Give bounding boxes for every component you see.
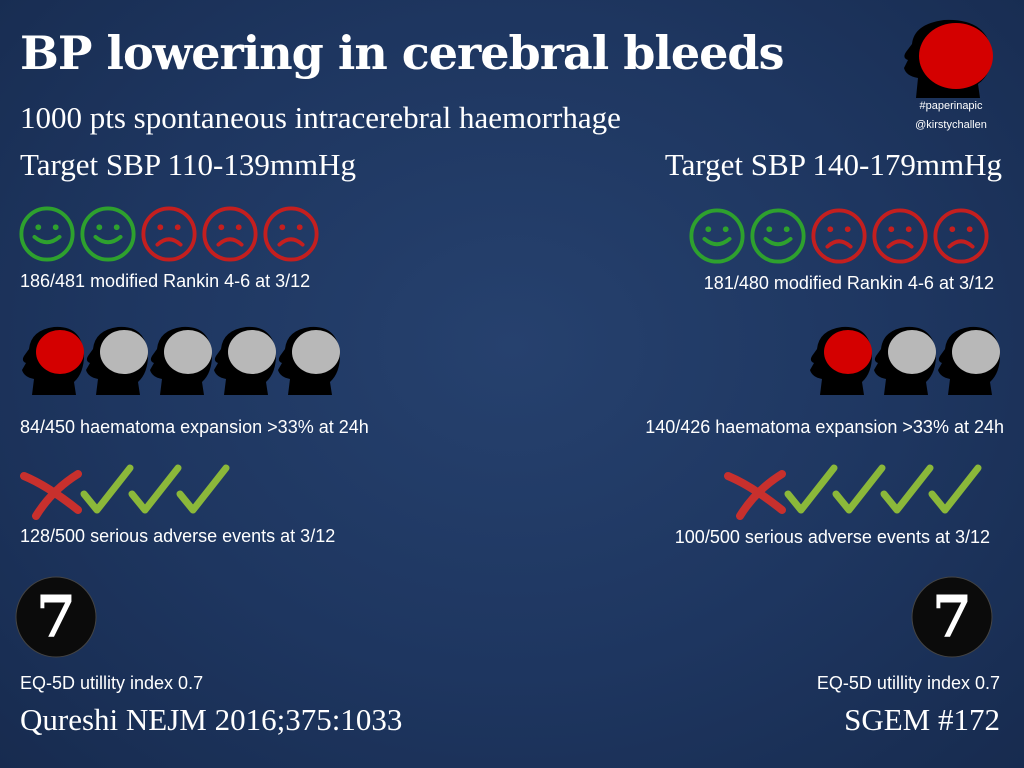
right-haematoma-heads (806, 325, 1000, 400)
cross-mark-icon (18, 460, 84, 527)
left-adverse-stat: 128/500 serious adverse events at 3/12 (20, 526, 336, 546)
right-citation: SGEM #172 (844, 702, 1000, 737)
hashtag-text: #paperinapic (919, 100, 983, 112)
right-eq5d-number: 7 (932, 583, 972, 651)
right-rankin-stat: 181/480 modified Rankin 4-6 at 3/12 (703, 273, 994, 293)
left-haematoma-heads (18, 325, 340, 400)
infographic-title: BP lowering in cerebral bleeds (20, 26, 784, 80)
right-rankin-faces (688, 207, 993, 270)
smiley-face-icon (688, 207, 746, 270)
left-citation: Qureshi NEJM 2016;375:1033 (20, 702, 403, 737)
left-rankin-faces (18, 205, 323, 268)
left-rankin-stat: 186/481 modified Rankin 4-6 at 3/12 (20, 271, 311, 291)
right-adverse-stat: 100/500 serious adverse events at 3/12 (674, 527, 990, 547)
head-red-brain-icon (806, 325, 874, 400)
right-eq5d-stat: EQ-5D utillity index 0.7 (816, 673, 1000, 693)
sad-face-icon (932, 207, 990, 270)
left-adverse-marks (18, 460, 230, 527)
sad-face-icon (871, 207, 929, 270)
study-population: 1000 pts spontaneous intracerebral haemo… (20, 100, 621, 135)
right-adverse-marks (722, 460, 982, 527)
left-eq5d-badge: 7 (14, 575, 98, 659)
smiley-face-icon (79, 205, 137, 268)
sad-face-icon (262, 205, 320, 268)
left-eq5d-stat: EQ-5D utillity index 0.7 (20, 673, 204, 693)
author-handle: @kirstychallen (915, 119, 987, 131)
sad-face-icon (810, 207, 868, 270)
brain-head-logo (896, 18, 1006, 98)
sad-face-icon (140, 205, 198, 268)
check-mark-icon (880, 460, 934, 527)
cross-mark-icon (722, 460, 788, 527)
right-haematoma-stat: 140/426 haematoma expansion >33% at 24h (645, 417, 1004, 437)
right-eq5d-badge: 7 (910, 575, 994, 659)
head-grey-brain-icon (934, 325, 1002, 400)
check-mark-icon (80, 460, 134, 527)
check-mark-icon (128, 460, 182, 527)
check-mark-icon (928, 460, 982, 527)
check-mark-icon (176, 460, 230, 527)
head-grey-brain-icon (210, 325, 278, 400)
check-mark-icon (832, 460, 886, 527)
left-target-sbp: Target SBP 110-139mmHg (20, 147, 356, 182)
check-mark-icon (784, 460, 838, 527)
right-target-sbp: Target SBP 140-179mmHg (664, 147, 1002, 182)
smiley-face-icon (749, 207, 807, 270)
head-grey-brain-icon (870, 325, 938, 400)
sad-face-icon (201, 205, 259, 268)
head-red-brain-icon (18, 325, 86, 400)
smiley-face-icon (18, 205, 76, 268)
left-eq5d-number: 7 (36, 583, 76, 651)
head-grey-brain-icon (82, 325, 150, 400)
left-haematoma-stat: 84/450 haematoma expansion >33% at 24h (20, 417, 369, 437)
head-grey-brain-icon (146, 325, 214, 400)
head-grey-brain-icon (274, 325, 342, 400)
